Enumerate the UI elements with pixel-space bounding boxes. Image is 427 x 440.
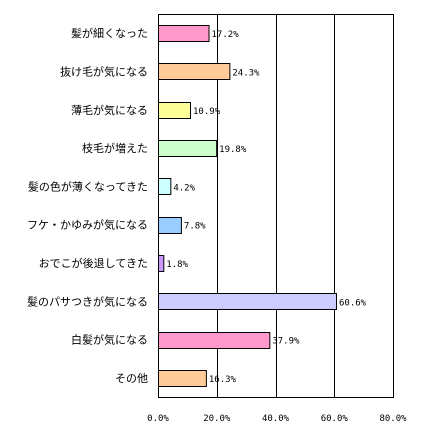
value-label-3: 19.8%	[219, 145, 247, 155]
category-label-9: その他	[115, 372, 148, 385]
value-label-5: 7.8%	[184, 222, 206, 232]
value-label-1: 24.3%	[232, 68, 260, 78]
bar-8	[158, 332, 271, 349]
value-label-8: 37.9%	[272, 337, 300, 347]
x-tick-label-0: 0.0%	[147, 414, 169, 424]
x-tick-label-3: 60.0%	[321, 414, 349, 424]
bar-5	[158, 217, 182, 234]
x-tick-labels: 0.0% 20.0% 40.0% 60.0% 80.0%	[147, 414, 407, 424]
category-label-3: 枝毛が増えた	[82, 141, 148, 155]
category-label-7: 髪のパサつきが気になる	[27, 294, 148, 308]
bar-6	[158, 255, 165, 272]
x-tick-label-2: 40.0%	[262, 414, 290, 424]
category-label-8: 白髪が気になる	[71, 333, 148, 347]
value-label-0: 17.2%	[212, 30, 240, 40]
bar-2	[158, 102, 192, 119]
category-labels: 髪が細くなった抜け毛が気になる薄毛が気になる枝毛が増えた髪の色が薄くなってきたフ…	[27, 26, 148, 385]
value-label-4: 4.2%	[173, 183, 195, 193]
bar-1	[158, 63, 231, 80]
category-label-2: 薄毛が気になる	[71, 103, 148, 117]
value-labels: 17.2% 24.3% 10.9% 19.8% 4.2% 7.8% 1.8% 60.6% 37.…	[166, 30, 366, 385]
plot-area-border	[158, 14, 394, 398]
bars	[158, 25, 338, 387]
category-label-0: 髪が細くなった	[71, 26, 148, 40]
value-label-7: 60.6%	[339, 298, 367, 308]
category-label-5: フケ・かゆみが気になる	[27, 218, 148, 232]
bar-4	[158, 178, 172, 195]
bar-7	[158, 293, 338, 310]
x-tick-label-1: 20.0%	[203, 414, 231, 424]
bar-9	[158, 370, 207, 387]
value-label-9: 16.3%	[209, 375, 237, 385]
category-label-6: おでこが後退してきた	[39, 256, 148, 270]
x-tick-label-4: 80.0%	[379, 414, 407, 424]
category-label-1: 抜け毛が気になる	[60, 64, 148, 78]
bar-0	[158, 25, 210, 42]
value-label-6: 1.8%	[166, 260, 188, 270]
bar-3	[158, 140, 218, 157]
value-label-2: 10.9%	[193, 107, 221, 117]
category-label-4: 髪の色が薄くなってきた	[28, 179, 148, 193]
